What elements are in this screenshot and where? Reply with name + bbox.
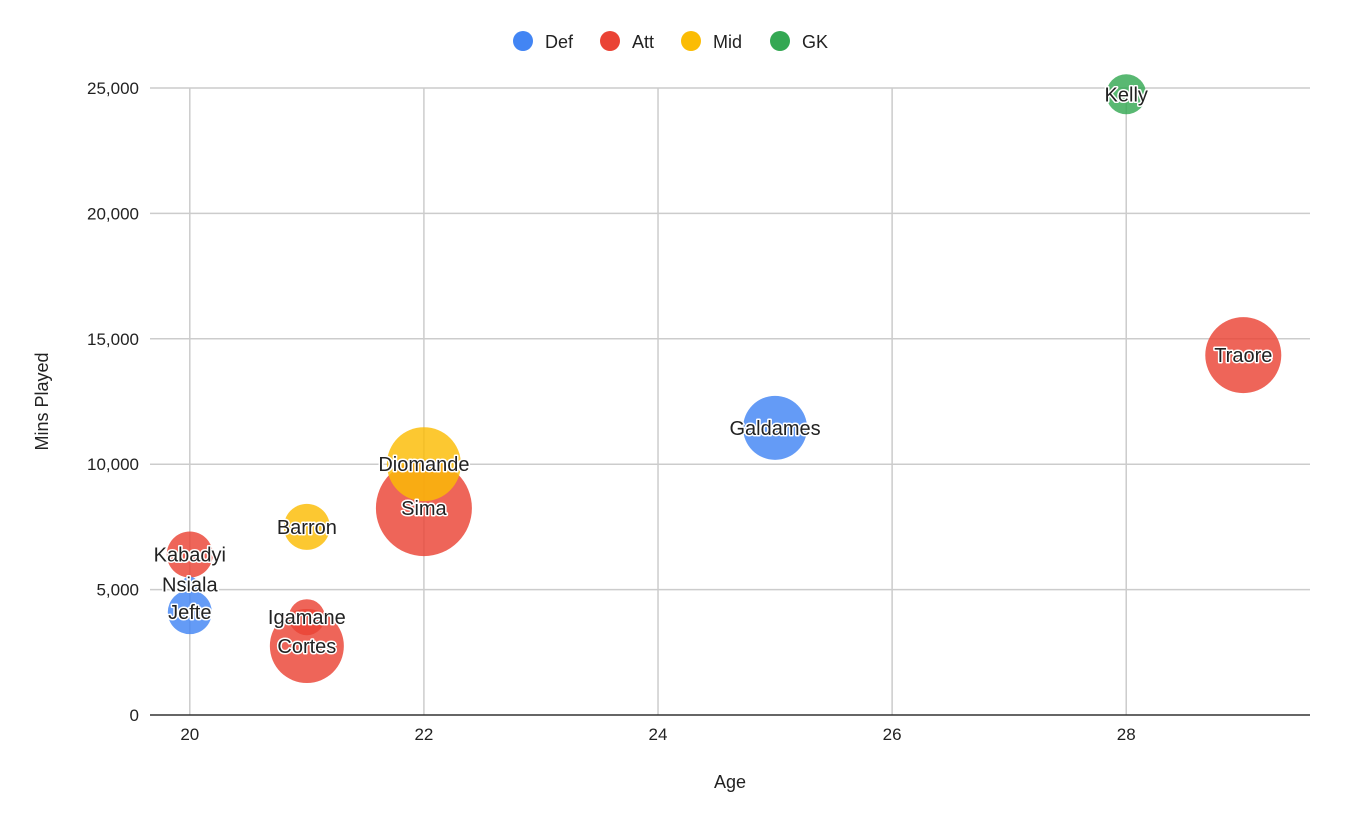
legend-item-mid[interactable]: Mid xyxy=(681,31,742,52)
bubbles xyxy=(166,74,1282,684)
bubble-label-traore: Traore xyxy=(1214,345,1272,367)
bubble-barron[interactable] xyxy=(283,503,330,550)
bubble-label-cortes: Cortes xyxy=(277,636,336,658)
bubble-kabadyi[interactable] xyxy=(166,531,213,578)
bubble-igamane[interactable] xyxy=(288,599,325,636)
legend-label: GK xyxy=(802,32,828,52)
bubble-galdames[interactable] xyxy=(743,395,808,460)
bubble-diomande[interactable] xyxy=(386,427,461,502)
bubble-traore[interactable] xyxy=(1205,317,1282,394)
bubble-jefte[interactable] xyxy=(167,590,212,635)
y-tick-label: 10,000 xyxy=(87,455,139,474)
x-tick-label: 28 xyxy=(1117,725,1136,744)
y-tick-label: 25,000 xyxy=(87,79,139,98)
x-tick-label: 26 xyxy=(883,725,902,744)
x-axis-title: Age xyxy=(714,772,746,792)
legend-marker xyxy=(600,31,620,51)
legend-label: Def xyxy=(545,32,574,52)
legend: Def Att Mid GK xyxy=(513,31,828,52)
bubble-labels: Sima Diomande Traore Cortes Galdames Kabadyi B… xyxy=(152,83,1274,660)
x-tick-label: 22 xyxy=(414,725,433,744)
legend-marker xyxy=(770,31,790,51)
bubble-nsiala[interactable] xyxy=(181,576,198,593)
bubble-label-nsiala: Nsiala xyxy=(162,575,218,597)
y-tick-label: 5,000 xyxy=(96,581,139,600)
legend-marker xyxy=(681,31,701,51)
x-tick-label: 24 xyxy=(649,725,668,744)
y-tick-label: 0 xyxy=(130,706,139,725)
bubble-cortes[interactable] xyxy=(269,609,344,684)
legend-item-gk[interactable]: GK xyxy=(770,31,828,52)
y-axis-title: Mins Played xyxy=(32,352,52,450)
legend-label: Mid xyxy=(713,32,742,52)
x-tick-label: 20 xyxy=(180,725,199,744)
bubble-label-diomande: Diomande xyxy=(378,454,469,476)
legend-item-def[interactable]: Def xyxy=(513,31,574,52)
bubble-label-igamane: Igamane xyxy=(268,607,346,629)
bubble-label-sima: Sima xyxy=(401,498,447,520)
y-tick-label: 15,000 xyxy=(87,330,139,349)
legend-label: Att xyxy=(632,32,654,52)
bubble-kelly[interactable] xyxy=(1106,74,1147,115)
bubble-label-jefte: Jefte xyxy=(168,602,211,624)
bubble-label-kabadyi: Kabadyi xyxy=(154,544,226,566)
y-tick-labels: 0 5,000 10,000 15,000 20,000 25,000 xyxy=(87,79,139,725)
bubble-label-kelly: Kelly xyxy=(1105,84,1148,106)
gridlines xyxy=(150,87,1310,715)
y-tick-label: 20,000 xyxy=(87,204,139,223)
x-tick-labels: 20 22 24 26 28 xyxy=(180,725,1135,744)
legend-marker xyxy=(513,31,533,51)
legend-item-att[interactable]: Att xyxy=(600,31,654,52)
bubble-label-barron: Barron xyxy=(277,517,337,539)
bubble-label-galdames: Galdames xyxy=(729,418,820,440)
